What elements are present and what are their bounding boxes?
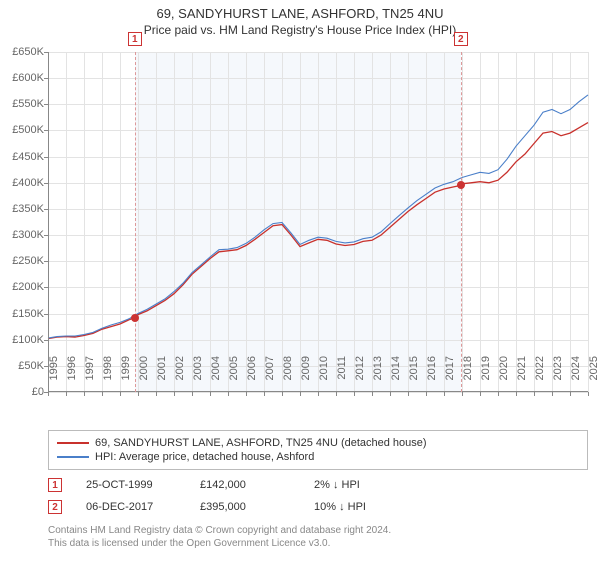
legend-label: HPI: Average price, detached house, Ashf… xyxy=(95,451,314,463)
sale-date: 06-DEC-2017 xyxy=(86,501,176,513)
sale-price: £395,000 xyxy=(200,501,290,513)
y-tick-label: £400K xyxy=(0,177,44,189)
y-tick-label: £450K xyxy=(0,151,44,163)
y-tick-label: £50K xyxy=(0,360,44,372)
legend-row: HPI: Average price, detached house, Ashf… xyxy=(57,450,579,464)
y-tick-label: £250K xyxy=(0,255,44,267)
series-line-property xyxy=(48,123,588,339)
chart-container: 69, SANDYHURST LANE, ASHFORD, TN25 4NU P… xyxy=(0,6,600,566)
footnote-line: This data is licensed under the Open Gov… xyxy=(48,537,588,550)
y-tick-label: £150K xyxy=(0,308,44,320)
y-tick-label: £600K xyxy=(0,72,44,84)
y-axis-line xyxy=(48,52,49,392)
sale-marker-icon: 2 xyxy=(48,500,62,514)
marker-dot xyxy=(457,181,465,189)
chart-lines xyxy=(48,52,588,392)
x-tick-label: 2025 xyxy=(588,356,600,396)
footnote-line: Contains HM Land Registry data © Crown c… xyxy=(48,524,588,537)
marker-flag: 1 xyxy=(128,32,142,46)
sale-date: 25-OCT-1999 xyxy=(86,479,176,491)
chart-title: 69, SANDYHURST LANE, ASHFORD, TN25 4NU xyxy=(0,6,600,21)
chart-footer: 69, SANDYHURST LANE, ASHFORD, TN25 4NU (… xyxy=(48,430,588,550)
y-tick-label: £550K xyxy=(0,98,44,110)
y-tick-label: £0 xyxy=(0,386,44,398)
legend-swatch xyxy=(57,456,89,458)
sale-marker-icon: 1 xyxy=(48,478,62,492)
y-tick-label: £200K xyxy=(0,281,44,293)
sale-row: 1 25-OCT-1999 £142,000 2% ↓ HPI xyxy=(48,478,588,492)
y-tick-label: £300K xyxy=(0,229,44,241)
sale-delta: 2% ↓ HPI xyxy=(314,479,404,491)
footnote: Contains HM Land Registry data © Crown c… xyxy=(48,524,588,550)
chart-plot-area: 12 £0£50K£100K£150K£200K£250K£300K£350K£… xyxy=(48,52,588,392)
y-tick-label: £650K xyxy=(0,46,44,58)
y-tick-label: £350K xyxy=(0,203,44,215)
sale-price: £142,000 xyxy=(200,479,290,491)
legend: 69, SANDYHURST LANE, ASHFORD, TN25 4NU (… xyxy=(48,430,588,470)
legend-swatch xyxy=(57,442,89,444)
sale-delta: 10% ↓ HPI xyxy=(314,501,404,513)
y-tick-label: £500K xyxy=(0,124,44,136)
chart-subtitle: Price paid vs. HM Land Registry's House … xyxy=(0,23,600,37)
marker-flag: 2 xyxy=(454,32,468,46)
y-tick-label: £100K xyxy=(0,334,44,346)
marker-dot xyxy=(131,314,139,322)
series-line-hpi xyxy=(48,95,588,338)
legend-row: 69, SANDYHURST LANE, ASHFORD, TN25 4NU (… xyxy=(57,436,579,450)
legend-label: 69, SANDYHURST LANE, ASHFORD, TN25 4NU (… xyxy=(95,437,427,449)
sale-row: 2 06-DEC-2017 £395,000 10% ↓ HPI xyxy=(48,500,588,514)
